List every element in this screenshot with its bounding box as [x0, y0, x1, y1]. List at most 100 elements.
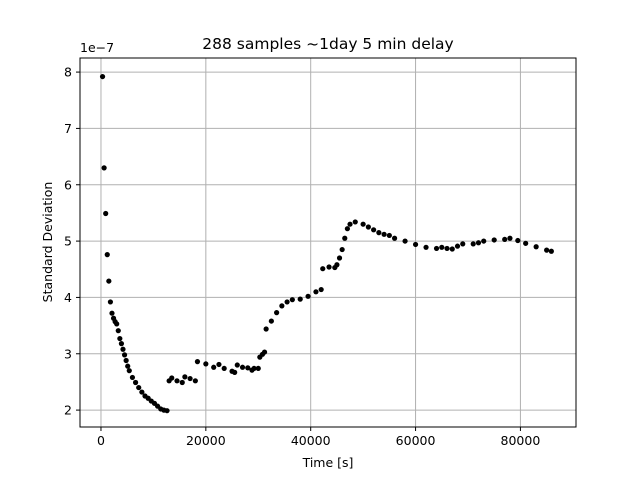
- data-point: [107, 299, 114, 305]
- data-point: [365, 224, 371, 230]
- data-point: [187, 375, 193, 382]
- data-point: [169, 375, 175, 381]
- y-tick-label: 2: [64, 403, 72, 418]
- data-point: [194, 359, 201, 365]
- data-point: [117, 335, 123, 342]
- data-point: [376, 230, 382, 236]
- data-point: [234, 362, 240, 368]
- data-point: [239, 364, 246, 370]
- data-point: [182, 374, 188, 380]
- data-point: [118, 341, 125, 347]
- data-point: [221, 365, 227, 372]
- data-point: [360, 221, 366, 227]
- data-point: [125, 363, 131, 369]
- data-point: [342, 235, 348, 241]
- data-point: [339, 246, 345, 253]
- data-point: [114, 321, 120, 327]
- data-point: [192, 378, 198, 384]
- data-point: [123, 357, 129, 364]
- data-point: [305, 293, 311, 299]
- data-point: [284, 299, 290, 305]
- x-axis: 0 20000 40000 60000 80000: [97, 427, 540, 448]
- x-tick-label: 40000: [291, 433, 331, 448]
- data-point: [174, 378, 180, 384]
- data-point: [268, 318, 274, 324]
- data-point: [347, 221, 353, 227]
- data-point: [470, 241, 476, 247]
- data-point: [475, 240, 482, 246]
- data-point: [402, 238, 408, 244]
- data-point: [126, 368, 132, 374]
- data-point: [460, 241, 466, 247]
- y-axis-label: Standard Deviation: [40, 182, 55, 303]
- grid: [80, 58, 576, 427]
- data-point: [279, 303, 285, 309]
- data-point: [548, 248, 554, 254]
- data-point: [263, 326, 269, 332]
- data-point: [203, 361, 209, 367]
- data-point: [109, 310, 115, 316]
- data-point: [103, 210, 109, 217]
- data-point: [289, 297, 295, 303]
- data-point: [454, 243, 461, 249]
- y-tick-label: 4: [64, 290, 72, 305]
- data-points: [99, 73, 554, 414]
- data-point: [136, 384, 142, 391]
- data-point: [336, 255, 343, 261]
- data-point: [544, 247, 550, 253]
- data-point: [139, 389, 145, 395]
- data-point: [106, 278, 112, 284]
- y-tick-label: 6: [64, 177, 72, 192]
- x-tick-label: 80000: [501, 433, 541, 448]
- y-axis-multiplier: 1e−7: [80, 40, 114, 55]
- x-tick-label: 60000: [396, 433, 436, 448]
- data-point: [439, 244, 445, 250]
- data-point: [334, 262, 340, 268]
- y-tick-label: 5: [64, 234, 72, 249]
- data-point: [502, 236, 508, 243]
- y-tick-label: 3: [64, 346, 72, 361]
- data-point: [129, 374, 136, 381]
- data-point: [371, 227, 377, 233]
- data-point: [121, 352, 128, 358]
- data-point: [101, 165, 107, 171]
- data-point: [481, 238, 487, 244]
- y-tick-label: 7: [64, 121, 72, 136]
- data-point: [326, 264, 332, 270]
- data-point: [507, 235, 513, 241]
- data-point: [533, 244, 539, 250]
- data-point: [423, 244, 429, 250]
- data-point: [313, 289, 319, 295]
- data-point: [232, 369, 238, 375]
- data-point: [320, 266, 326, 272]
- data-point: [132, 379, 139, 386]
- data-point: [261, 349, 268, 355]
- data-point: [179, 379, 185, 386]
- data-point: [344, 226, 350, 232]
- data-point: [245, 365, 251, 371]
- chart-title: 288 samples ~1day 5 min delay: [202, 35, 453, 53]
- data-point: [449, 246, 455, 252]
- data-point: [318, 286, 324, 293]
- data-point: [104, 252, 110, 258]
- data-point: [491, 237, 497, 243]
- data-point: [515, 237, 521, 244]
- plot-frame: [79, 57, 577, 428]
- y-tick-label: 8: [64, 65, 72, 80]
- data-point: [120, 346, 126, 352]
- data-point: [412, 241, 419, 248]
- data-point: [433, 245, 440, 252]
- x-tick-label: 20000: [186, 433, 226, 448]
- data-point: [444, 245, 450, 252]
- data-point: [391, 235, 398, 241]
- data-point: [381, 231, 387, 237]
- y-axis: 2 3 4 5 6 7 8: [64, 65, 80, 418]
- data-point: [211, 364, 217, 370]
- data-point: [251, 365, 257, 372]
- data-point: [523, 240, 529, 246]
- x-tick-label: 0: [97, 433, 105, 448]
- data-point: [297, 296, 303, 302]
- data-point: [115, 328, 121, 334]
